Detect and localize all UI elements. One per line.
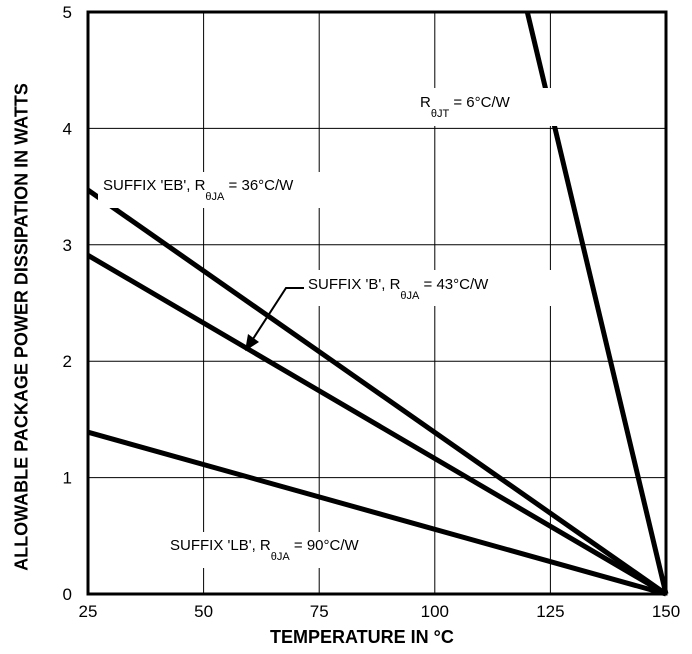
x-tick-label: 125 [536,602,564,621]
annotation-lb: SUFFIX 'LB', RθJA = 90°C/W [170,537,359,563]
x-axis-label: TEMPERATURE IN °C [270,627,454,647]
series-line-0 [86,188,668,597]
annotation-b-arrowhead [245,334,259,351]
y-tick-label: 3 [63,236,72,255]
annotations: RθJT = 6°C/W SUFFIX 'EB', RθJA = 36°C/W … [98,88,565,568]
y-tick-label: 0 [63,585,72,604]
y-tick-labels: 0 1 2 3 4 5 [63,3,72,604]
x-tick-label: 150 [652,602,680,621]
x-tick-label: 50 [194,602,213,621]
annotation-eb: SUFFIX 'EB', RθJA = 36°C/W [103,177,294,203]
series-line-1 [86,253,668,597]
x-tick-label: 75 [310,602,329,621]
annotation-rjt: RθJT = 6°C/W [420,94,511,120]
x-tick-labels: 25 50 75 100 125 150 [79,602,681,621]
annotation-b: SUFFIX 'B', RθJA = 43°C/W [308,276,489,302]
y-tick-label: 4 [63,119,72,138]
y-tick-label: 2 [63,352,72,371]
x-tick-label: 100 [421,602,449,621]
x-tick-label: 25 [79,602,98,621]
y-tick-label: 1 [63,469,72,488]
y-tick-label: 5 [63,3,72,22]
annotation-b-leader [250,287,304,343]
series-line-2 [87,429,667,597]
plot-frame [86,10,668,596]
